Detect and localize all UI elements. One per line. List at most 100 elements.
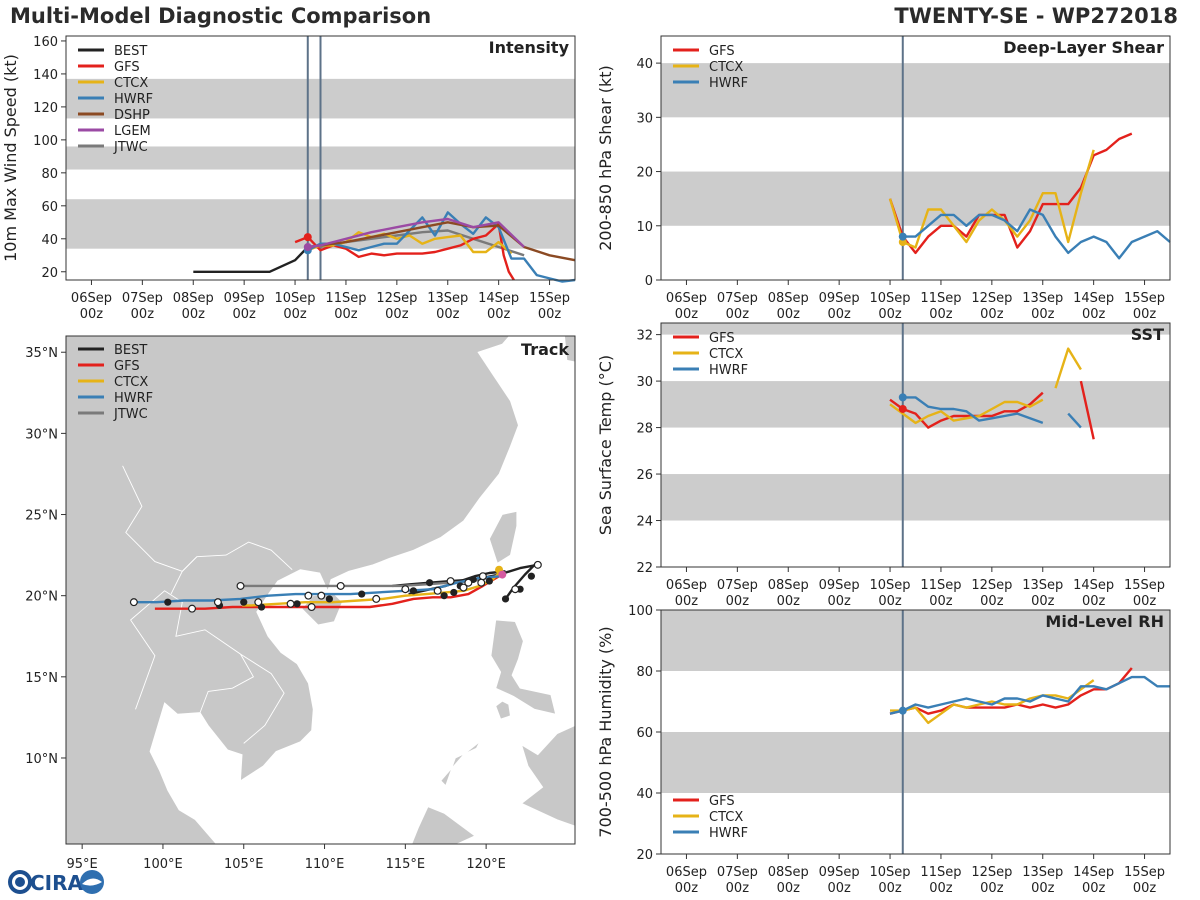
rh-xtick-label: 00z [980,881,1004,896]
rh-band [661,732,1170,793]
rh-xtick-label: 00z [878,881,902,896]
shear-xtick-label: 00z [675,307,699,322]
shear-xtick-label: 11Sep [920,291,961,306]
track-marker-open [236,581,245,590]
shear-band [661,171,1170,226]
rh-xtick-label: 12Sep [971,865,1012,880]
rh-xtick-label: 06Sep [666,865,707,880]
rh-xtick-label: 10Sep [870,865,911,880]
intensity-xtick-label: 00z [334,307,358,322]
sst-xtick-label: 08Sep [768,578,809,593]
intensity-legend-label: JTWC [113,140,148,155]
intensity-ytick-label: 120 [33,101,58,116]
shear-legend-label: GFS [709,44,735,59]
track-frame [65,335,576,845]
rh-series-ctcx [890,679,1095,725]
shear-xtick-label: 00z [827,307,851,322]
sst-xtick-label: 13Sep [1022,578,1063,593]
intensity-xtick-label: 06Sep [71,291,112,306]
rh-ytick-label: 60 [636,726,653,741]
track-legend-label: HWRF [114,391,153,406]
track-marker-open [372,594,381,603]
shear-xtick-label: 00z [777,307,801,322]
track-xtick-label: 110°E [305,857,345,872]
rh-ytick-label: 20 [636,848,653,863]
rh-xtick-label: 08Sep [768,865,809,880]
shear-ytick-label: 40 [636,57,653,72]
shear-marker-hwrf [898,232,907,241]
intensity-xtick-label: 07Sep [122,291,163,306]
shear-band [661,63,1170,118]
sst-plot-area [661,323,1170,567]
track-marker-open [304,591,313,600]
sst-xtick-label: 00z [675,594,699,609]
track-marker-open [478,572,487,581]
shear-xtick-label: 12Sep [971,291,1012,306]
track-marker-open [477,578,486,587]
border-thailand [130,590,255,713]
sst-series-gfs [889,391,1044,429]
rh-legend-label: GFS [709,794,735,809]
rh-legend-label: HWRF [709,826,748,841]
sst-band [661,323,1170,335]
sst-xtick-label: 11Sep [920,578,961,593]
track-marker-filled [409,587,418,595]
sst-xtick-label: 00z [1031,594,1055,609]
rh-ytick-label: 40 [636,787,653,802]
land-taiwan [488,510,518,564]
rh-series-gfs [889,667,1133,715]
sst-frame [660,322,1171,568]
sst-legend-label: GFS [709,331,735,346]
rh-xtick-label: 00z [1031,881,1055,896]
shear-xtick-label: 00z [726,307,750,322]
track-ytick-label: 15°N [25,671,58,686]
track-ytick-label: 35°N [25,346,58,361]
shear-xtick-label: 10Sep [870,291,911,306]
intensity-xtick-label: 12Sep [376,291,417,306]
intensity-series-best [193,246,309,273]
shear-legend-label: HWRF [709,76,748,91]
land-borneo [411,806,476,844]
sst-xtick-label: 00z [726,594,750,609]
intensity-xtick-label: 00z [283,307,307,322]
shear-title: Deep-Layer Shear [1003,38,1164,57]
sst-marker-gfs [898,404,907,413]
rh-ylabel: 700-500 hPa Humidity (%) [596,626,615,837]
land-korea [564,336,575,363]
land-mindoro [495,700,511,720]
shear-xtick-label: 00z [980,307,1004,322]
rh-xtick-label: 00z [777,881,801,896]
shear-xtick-label: 08Sep [768,291,809,306]
intensity-frame [65,35,576,281]
shear-series-hwrf [902,208,1171,260]
shear-ytick-label: 20 [636,166,653,181]
track-marker-open [533,560,542,569]
sst-xtick-label: 00z [878,594,902,609]
rh-xtick-label: 13Sep [1022,865,1063,880]
shear-xtick-label: 13Sep [1022,291,1063,306]
intensity-xtick-label: 00z [385,307,409,322]
rh-panel: 2040608010006Sep00z07Sep00z08Sep00z09Sep… [596,604,1171,896]
intensity-marker-lgem [303,243,312,252]
intensity-legend-label: LGEM [114,124,151,139]
rh-title: Mid-Level RH [1045,612,1164,631]
track-xtick-label: 105°E [224,857,264,872]
track-panel: 95°E 100°E 105°E 110°E 115°E 120°E 10°N 15°N 20°… [25,335,576,872]
track-xtick-label: 120°E [466,857,506,872]
intensity-xtick-label: 10Sep [275,291,316,306]
track-ytick-label: 10°N [25,752,58,767]
intensity-title: Intensity [489,38,570,57]
intensity-xtick-label: 00z [232,307,256,322]
cira-logo: CIRA [8,870,104,895]
shear-xtick-label: 09Sep [819,291,860,306]
sst-xtick-label: 12Sep [971,578,1012,593]
shear-xtick-label: 15Sep [1124,291,1165,306]
rh-xtick-label: 00z [929,881,953,896]
rh-xtick-label: 00z [675,881,699,896]
sst-xtick-label: 15Sep [1124,578,1165,593]
intensity-legend-label: CTCX [114,76,148,91]
sst-ytick-label: 22 [636,561,653,576]
sst-xtick-label: 00z [929,594,953,609]
track-legend-label: GFS [114,359,140,374]
land-mainland [66,336,519,844]
